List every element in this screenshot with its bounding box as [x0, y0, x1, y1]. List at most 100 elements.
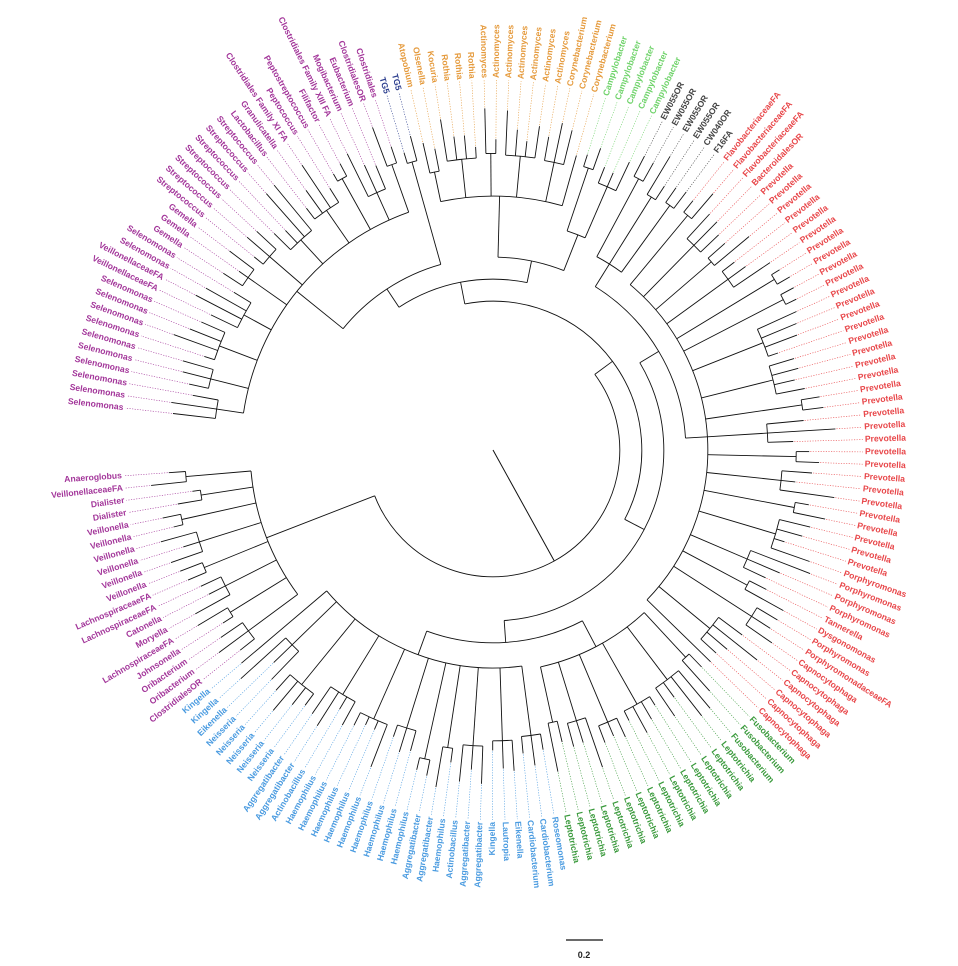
tip-leader-line	[318, 123, 340, 163]
tip-leader-line	[144, 323, 173, 335]
terminal-branch	[273, 184, 312, 231]
backbone-branch	[386, 288, 400, 308]
tip-leader-line	[307, 129, 334, 174]
internal-branch	[204, 541, 269, 568]
internal-branch	[472, 667, 479, 746]
tip-leader-line	[304, 710, 340, 769]
tip-leader-line	[517, 81, 522, 129]
tip-leader-line	[495, 79, 497, 139]
tip-leader-line	[210, 663, 241, 690]
internal-branch	[626, 626, 668, 680]
terminal-branch	[773, 538, 785, 543]
tip-leader-line	[140, 335, 204, 357]
tip-leader-line	[455, 782, 460, 819]
tip-leader-line	[602, 768, 614, 800]
terminal-branch	[707, 242, 726, 259]
terminal-branch	[390, 146, 398, 164]
terminal-branch	[173, 524, 184, 528]
terminal-branch	[793, 512, 826, 520]
tip-leader-line	[157, 586, 201, 607]
backbone-arc	[374, 374, 621, 578]
internal-branch	[673, 565, 752, 617]
tip-leader-line	[315, 725, 343, 775]
tip-leader-line	[522, 754, 530, 819]
tip-leader-line	[797, 284, 825, 299]
internal-branch	[291, 601, 337, 646]
tip-leader-line	[507, 80, 510, 110]
tip-leader-line	[329, 117, 347, 153]
tip-leader-line	[794, 274, 819, 288]
terminal-branch	[771, 269, 780, 276]
tip-leader-line	[351, 107, 376, 165]
backbone-branch	[266, 495, 375, 539]
backbone-branch	[460, 282, 466, 304]
terminal-branch	[484, 108, 487, 154]
terminal-branch	[511, 740, 515, 771]
tip-leader-line	[664, 139, 695, 186]
internal-branch	[225, 559, 277, 587]
terminal-branch	[693, 221, 718, 246]
scale-bar-label: 0.2	[578, 950, 591, 960]
terminal-branch	[233, 291, 252, 304]
tip-leader-line	[213, 207, 247, 237]
tip-label: Kocuria	[425, 50, 440, 83]
tip-leader-line	[790, 263, 813, 277]
tip-leader-line	[139, 546, 183, 561]
terminal-branch	[177, 499, 202, 505]
tip-leader-line	[205, 217, 254, 257]
tip-leader-line	[711, 662, 759, 709]
terminal-branch	[222, 616, 234, 624]
tip-leader-line	[587, 97, 606, 154]
tip-leader-line	[653, 126, 674, 162]
tip-leader-line	[794, 342, 848, 359]
terminal-branch	[633, 155, 645, 177]
terminal-branch	[435, 746, 444, 788]
tip-leader-line	[227, 663, 274, 708]
terminal-branch	[678, 670, 711, 709]
tip-leader-line	[128, 383, 192, 396]
subclade-arc	[598, 717, 617, 727]
tip-leader-line	[124, 485, 151, 489]
internal-branch	[655, 261, 712, 311]
terminal-branch	[606, 172, 614, 187]
terminal-branch	[398, 727, 408, 753]
tip-leader-line	[238, 180, 285, 230]
internal-branch	[342, 635, 380, 695]
tip-leader-line	[613, 736, 637, 792]
terminal-branch	[189, 383, 209, 389]
terminal-branch	[195, 294, 243, 320]
subclade-arc	[214, 332, 226, 360]
terminal-branch	[170, 551, 203, 564]
terminal-branch	[756, 607, 778, 621]
terminal-branch	[208, 585, 226, 595]
terminal-branch	[365, 716, 370, 726]
terminal-branch	[205, 287, 247, 312]
tip-leader-line	[190, 236, 239, 271]
terminal-branch	[173, 334, 218, 351]
terminal-branch	[686, 213, 710, 240]
subclade-arc	[227, 607, 234, 617]
subclade-arc	[744, 580, 750, 590]
tip-leader-line	[797, 318, 840, 335]
internal-branch	[584, 186, 608, 238]
internal-branch	[434, 172, 442, 202]
tip-leader-line	[799, 354, 851, 369]
terminal-branch	[458, 744, 464, 782]
tip-leader-line	[183, 246, 223, 273]
internal-branch	[706, 472, 782, 481]
terminal-branch	[172, 413, 216, 419]
tip-leader-line	[770, 242, 800, 263]
backbone-branch	[429, 223, 442, 265]
terminal-branch	[771, 367, 799, 376]
terminal-branch	[779, 489, 835, 499]
terminal-branch	[239, 638, 255, 651]
internal-branch	[341, 178, 371, 230]
terminal-branch	[757, 311, 797, 330]
tip-leader-line	[154, 301, 201, 322]
clade-arc	[326, 590, 522, 669]
terminal-branch	[683, 200, 694, 213]
terminal-branch	[505, 110, 508, 156]
tip-leader-line	[123, 472, 168, 477]
tip-leader-line	[604, 105, 630, 167]
internal-branch	[602, 642, 638, 705]
